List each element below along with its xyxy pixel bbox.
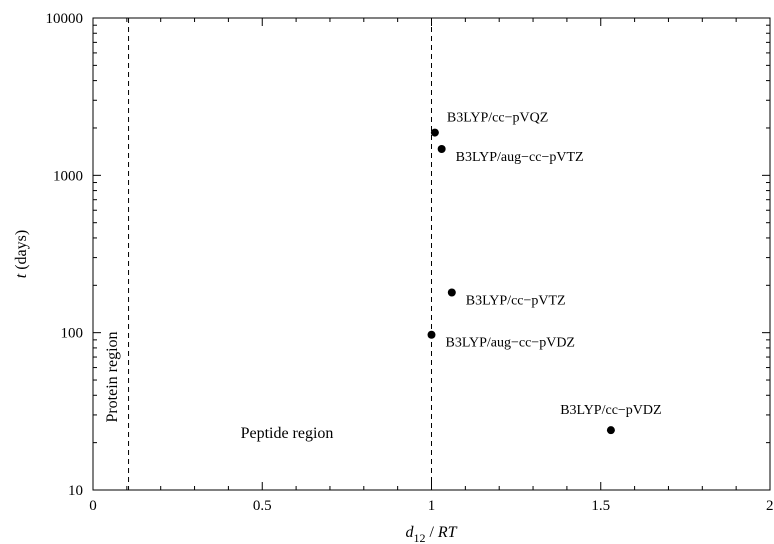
point-label: B3LYP/cc−pVQZ bbox=[447, 111, 548, 126]
protein-region-label: Protein region bbox=[104, 331, 121, 422]
x-axis-title: d12 / RT bbox=[405, 524, 457, 544]
data-point bbox=[437, 145, 446, 154]
y-tick-label: 10000 bbox=[46, 11, 84, 27]
x-tick-label: 1 bbox=[428, 498, 436, 514]
y-tick-label: 100 bbox=[61, 326, 84, 342]
y-tick-label: 1000 bbox=[53, 168, 83, 184]
data-point bbox=[430, 128, 439, 137]
x-tick-label: 0.5 bbox=[253, 498, 272, 514]
peptide-region-label: Peptide region bbox=[241, 425, 334, 442]
point-label: B3LYP/aug−cc−pVTZ bbox=[456, 150, 584, 165]
data-point bbox=[606, 426, 615, 435]
x-tick-label: 2 bbox=[766, 498, 774, 514]
x-tick-label: 0 bbox=[89, 498, 97, 514]
point-label: B3LYP/cc−pVDZ bbox=[560, 403, 661, 418]
y-axis-title: t (days) bbox=[13, 230, 30, 278]
point-label: B3LYP/cc−pVTZ bbox=[466, 294, 566, 309]
x-tick-label: 1.5 bbox=[591, 498, 610, 514]
data-point bbox=[447, 288, 456, 297]
data-point bbox=[427, 330, 436, 339]
point-label: B3LYP/aug−cc−pVDZ bbox=[446, 336, 575, 351]
plot-area: 0 0.5 1 1.5 2 10 100 1000 10000 B3LYP/cc−pVQZ B3LY… bbox=[46, 11, 774, 514]
y-tick-label: 10 bbox=[68, 483, 83, 499]
